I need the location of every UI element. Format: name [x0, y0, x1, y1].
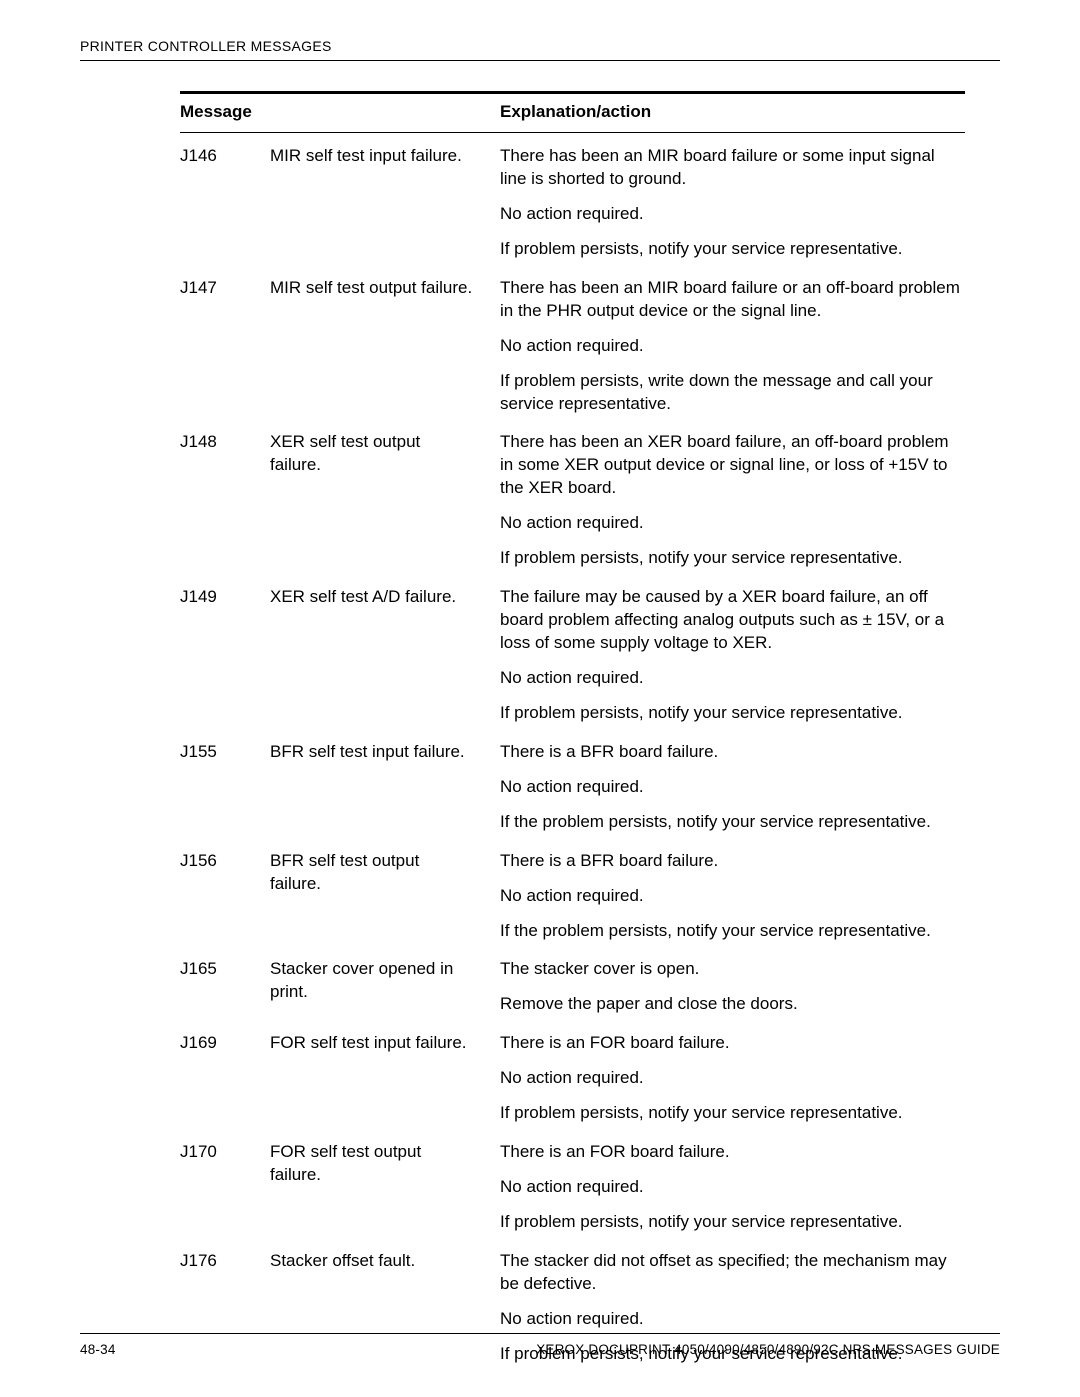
- explanation-cell: There has been an MIR board failure or s…: [500, 145, 965, 261]
- message-text: BFR self test output failure.: [270, 850, 485, 943]
- explanation-paragraph: There is a BFR board failure.: [500, 850, 965, 873]
- message-code: J147: [180, 277, 270, 416]
- explanation-paragraph: No action required.: [500, 1308, 965, 1331]
- message-text: XER self test output failure.: [270, 431, 485, 570]
- message-text: XER self test A/D failure.: [270, 586, 485, 725]
- explanation-paragraph: No action required.: [500, 667, 965, 690]
- message-code: J165: [180, 958, 270, 1016]
- table-row: J146MIR self test input failure. There ha…: [180, 133, 965, 261]
- message-code: J156: [180, 850, 270, 943]
- explanation-paragraph: There has been an XER board failure, an …: [500, 431, 965, 500]
- explanation-paragraph: If the problem persists, notify your ser…: [500, 920, 965, 943]
- explanation-paragraph: If problem persists, notify your service…: [500, 1102, 965, 1125]
- table-row: J148XER self test output failure.There h…: [180, 419, 965, 570]
- explanation-paragraph: No action required.: [500, 776, 965, 799]
- explanation-paragraph: There has been an MIR board failure or a…: [500, 277, 965, 323]
- explanation-paragraph: If the problem persists, notify your ser…: [500, 811, 965, 834]
- explanation-paragraph: No action required.: [500, 512, 965, 535]
- explanation-cell: There is an FOR board failure. No action …: [500, 1141, 965, 1234]
- message-code: J170: [180, 1141, 270, 1234]
- explanation-paragraph: No action required.: [500, 203, 965, 226]
- explanation-paragraph: If problem persists, notify your service…: [500, 547, 965, 570]
- message-text: MIR self test input failure.: [270, 145, 485, 261]
- col-header-message: Message: [180, 102, 270, 122]
- message-code: J149: [180, 586, 270, 725]
- table-row: J169FOR self test input failure.There is…: [180, 1020, 965, 1125]
- explanation-paragraph: No action required.: [500, 335, 965, 358]
- table-row: J147MIR self test output failure. There h…: [180, 265, 965, 416]
- page-header: PRINTER CONTROLLER MESSAGES: [80, 38, 1000, 61]
- footer-page-number: 48-34: [80, 1342, 116, 1357]
- page-footer: 48-34 XEROX DOCUPRINT 4050/4090/4850/489…: [80, 1333, 1000, 1357]
- table-header-row: Message Explanation/action: [180, 91, 965, 133]
- message-code: J148: [180, 431, 270, 570]
- explanation-paragraph: If problem persists, notify your service…: [500, 238, 965, 261]
- table-row: J149XER self test A/D failure.The failur…: [180, 574, 965, 725]
- explanation-paragraph: The stacker cover is open.: [500, 958, 965, 981]
- explanation-paragraph: There is an FOR board failure.: [500, 1141, 965, 1164]
- message-code: J169: [180, 1032, 270, 1125]
- explanation-paragraph: The stacker did not offset as specified;…: [500, 1250, 965, 1296]
- explanation-cell: The failure may be caused by a XER board…: [500, 586, 965, 725]
- message-text: FOR self test input failure.: [270, 1032, 485, 1125]
- message-text: MIR self test output failure.: [270, 277, 485, 416]
- table-body: J146MIR self test input failure. There ha…: [180, 133, 965, 1370]
- explanation-paragraph: If problem persists, notify your service…: [500, 702, 965, 725]
- table-row: J170FOR self test output failure.There i…: [180, 1129, 965, 1234]
- explanation-paragraph: There is an FOR board failure.: [500, 1032, 965, 1055]
- explanation-cell: There is an FOR board failure. No action …: [500, 1032, 965, 1125]
- table-row: J155BFR self test input failure.There is…: [180, 729, 965, 834]
- explanation-paragraph: There has been an MIR board failure or s…: [500, 145, 965, 191]
- explanation-paragraph: No action required.: [500, 1176, 965, 1199]
- explanation-paragraph: There is a BFR board failure.: [500, 741, 965, 764]
- explanation-paragraph: If problem persists, notify your service…: [500, 1211, 965, 1234]
- explanation-paragraph: Remove the paper and close the doors.: [500, 993, 965, 1016]
- message-code: J146: [180, 145, 270, 261]
- footer-doc-title: XEROX DOCUPRINT 4050/4090/4850/4890/92C …: [536, 1342, 1000, 1357]
- message-text: FOR self test output failure.: [270, 1141, 485, 1234]
- explanation-cell: The stacker cover is open. Remove the pap…: [500, 958, 965, 1016]
- table-row: J156BFR self test output failure.There i…: [180, 838, 965, 943]
- message-table: Message Explanation/action J146MIR self …: [180, 91, 965, 1370]
- explanation-paragraph: If problem persists, write down the mess…: [500, 370, 965, 416]
- explanation-paragraph: The failure may be caused by a XER board…: [500, 586, 965, 655]
- explanation-cell: There is a BFR board failure. No action r…: [500, 850, 965, 943]
- explanation-cell: There has been an XER board failure, an …: [500, 431, 965, 570]
- col-header-explanation: Explanation/action: [500, 102, 965, 122]
- col-header-blank: [270, 102, 485, 122]
- message-text: Stacker cover opened in print.: [270, 958, 485, 1016]
- table-row: J165Stacker cover opened in print. The st…: [180, 946, 965, 1016]
- explanation-paragraph: No action required.: [500, 1067, 965, 1090]
- message-code: J155: [180, 741, 270, 834]
- explanation-cell: There is a BFR board failure. No action r…: [500, 741, 965, 834]
- explanation-cell: There has been an MIR board failure or a…: [500, 277, 965, 416]
- message-text: BFR self test input failure.: [270, 741, 485, 834]
- explanation-paragraph: No action required.: [500, 885, 965, 908]
